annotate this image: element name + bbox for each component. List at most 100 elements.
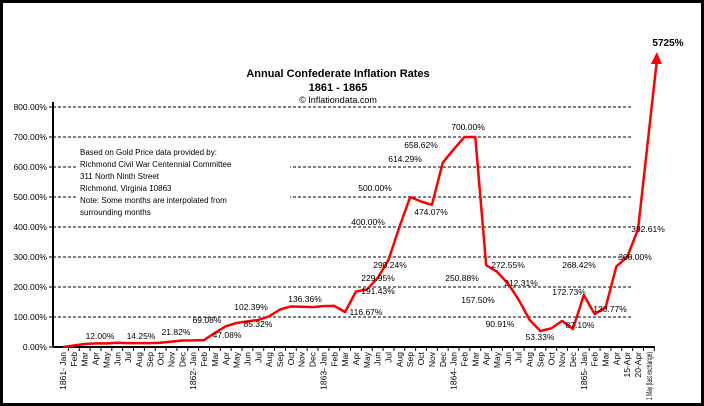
y-tick-label: 700.00% (13, 132, 47, 142)
data-label: 300.00% (618, 252, 652, 262)
data-label: 474.07% (414, 207, 448, 217)
data-label: 102.39% (234, 302, 268, 312)
note-line: Richmond Civil War Centennial Committee (80, 160, 232, 169)
data-label: 212.31% (504, 278, 538, 288)
x-tick-label: Nov (297, 351, 307, 367)
x-tick-label: Nov (557, 351, 567, 367)
x-tick-label: 1 May (last exchange) (644, 352, 654, 400)
x-tick-label: Oct (286, 351, 296, 365)
x-tick-label: Jun (373, 352, 383, 366)
x-tick-label: Oct (546, 351, 556, 365)
data-label: 290.24% (373, 260, 407, 270)
x-tick-label: Jun (242, 352, 252, 366)
x-tick-label: Nov (427, 351, 437, 367)
x-tick-label: 1861- Jan (58, 352, 68, 390)
arrowhead-icon (650, 52, 662, 64)
y-tick-label: 300.00% (13, 252, 47, 262)
x-tick-label: Jul (514, 352, 524, 363)
x-tick-label: Nov (167, 351, 177, 367)
data-label: 500.00% (358, 183, 392, 193)
x-tick-label: Mar (210, 352, 220, 367)
data-label: 172.73% (552, 287, 586, 297)
data-label: 157.50% (461, 295, 495, 305)
x-tick-label: May (362, 351, 372, 368)
data-label: 392.61% (631, 224, 665, 234)
note-line: 311 North Ninth Street (80, 172, 160, 181)
x-tick-label: 1864- Jan (449, 352, 459, 390)
source-note: Based on Gold Price data provided by: Ri… (78, 147, 290, 219)
x-tick-label: Aug (525, 352, 535, 367)
x-tick-label: Sep (145, 352, 155, 367)
x-tick-label: Mar (470, 352, 480, 367)
data-label: 130.77% (593, 304, 627, 314)
data-label: 12.00% (86, 331, 115, 341)
data-label: 87.10% (566, 320, 595, 330)
data-label: 5725% (652, 38, 683, 49)
x-tick-label: May (492, 351, 502, 368)
x-tick-label: Sep (535, 352, 545, 367)
x-tick-label: Aug (394, 352, 404, 367)
y-tick-label: 200.00% (13, 282, 47, 292)
x-tick-label: 1865- Jan (579, 352, 589, 390)
x-tick-label: Dec (568, 351, 578, 367)
data-label: 272.55% (491, 260, 525, 270)
note-line: Based on Gold Price data provided by: (80, 148, 217, 157)
data-label: 69.08% (193, 315, 222, 325)
x-tick-label: Sep (275, 352, 285, 367)
y-tick-label: 800.00% (13, 102, 47, 112)
x-tick-label: Jun (503, 352, 513, 366)
x-tick-label: Apr (351, 352, 361, 365)
x-tick-label: Feb (590, 352, 600, 367)
x-tick-label: Oct (416, 351, 426, 365)
data-label: 53.33% (526, 332, 555, 342)
data-label: 191.43% (361, 286, 395, 296)
data-label: 268.42% (562, 260, 596, 270)
y-tick-label: 100.00% (13, 312, 47, 322)
data-label: 116.67% (350, 307, 383, 317)
x-tick-label: Feb (69, 352, 79, 367)
data-label: 47.08% (213, 330, 242, 340)
x-tick-label: 1862- Jan (188, 352, 198, 390)
x-tick-label: Mar (340, 352, 350, 367)
x-tick-label: Apr (221, 352, 231, 365)
note-line: Richmond, Virginia 10863 (80, 184, 172, 193)
data-label: 229.95% (361, 273, 395, 283)
x-tick-label: Apr (611, 352, 621, 365)
x-tick-label: Jun (112, 352, 122, 366)
x-tick-label: Mar (601, 352, 611, 367)
data-label: 90.91% (486, 319, 515, 329)
x-tick-label: Jul (253, 352, 263, 363)
data-label: 21.82% (162, 327, 191, 337)
data-label: 85.32% (244, 319, 273, 329)
y-tick-label: 400.00% (13, 222, 47, 232)
x-tick-label: Mar (80, 352, 90, 367)
x-tick-label: May (101, 351, 111, 368)
data-label: 400.00% (351, 217, 385, 227)
chart-subtitle: 1861 - 1865 (309, 82, 368, 94)
chart-credit: © Inflationdata.com (299, 95, 377, 105)
y-tick-label: 600.00% (13, 162, 47, 172)
note-line: Note: Some months are interpolated from (80, 196, 227, 205)
y-tick-label: 500.00% (13, 192, 47, 202)
chart-title: Annual Confederate Inflation Rates (246, 68, 429, 80)
y-tick-label: 0.00% (23, 342, 48, 352)
data-label: 658.62% (404, 140, 438, 150)
data-label: 700.00% (451, 122, 485, 132)
x-tick-label: 1863- Jan (318, 352, 328, 390)
x-tick-label: Feb (329, 352, 339, 367)
data-label: 614.29% (388, 154, 422, 164)
x-tick-label: Dec (308, 351, 318, 367)
x-tick-label: Dec (177, 351, 187, 367)
x-tick-label: Sep (405, 352, 415, 367)
note-line: surrounding months (80, 208, 151, 217)
x-tick-label: Aug (134, 352, 144, 367)
x-tick-label: Apr (481, 352, 491, 365)
x-tick-label: Dec (438, 351, 448, 367)
x-tick-label: Jul (384, 352, 394, 363)
x-tick-label: 15-Apr (622, 352, 632, 378)
data-label: 250.88% (445, 273, 479, 283)
x-tick-label: Apr (91, 352, 101, 365)
x-tick-label: May (232, 351, 242, 368)
x-tick-label: Feb (459, 352, 469, 367)
